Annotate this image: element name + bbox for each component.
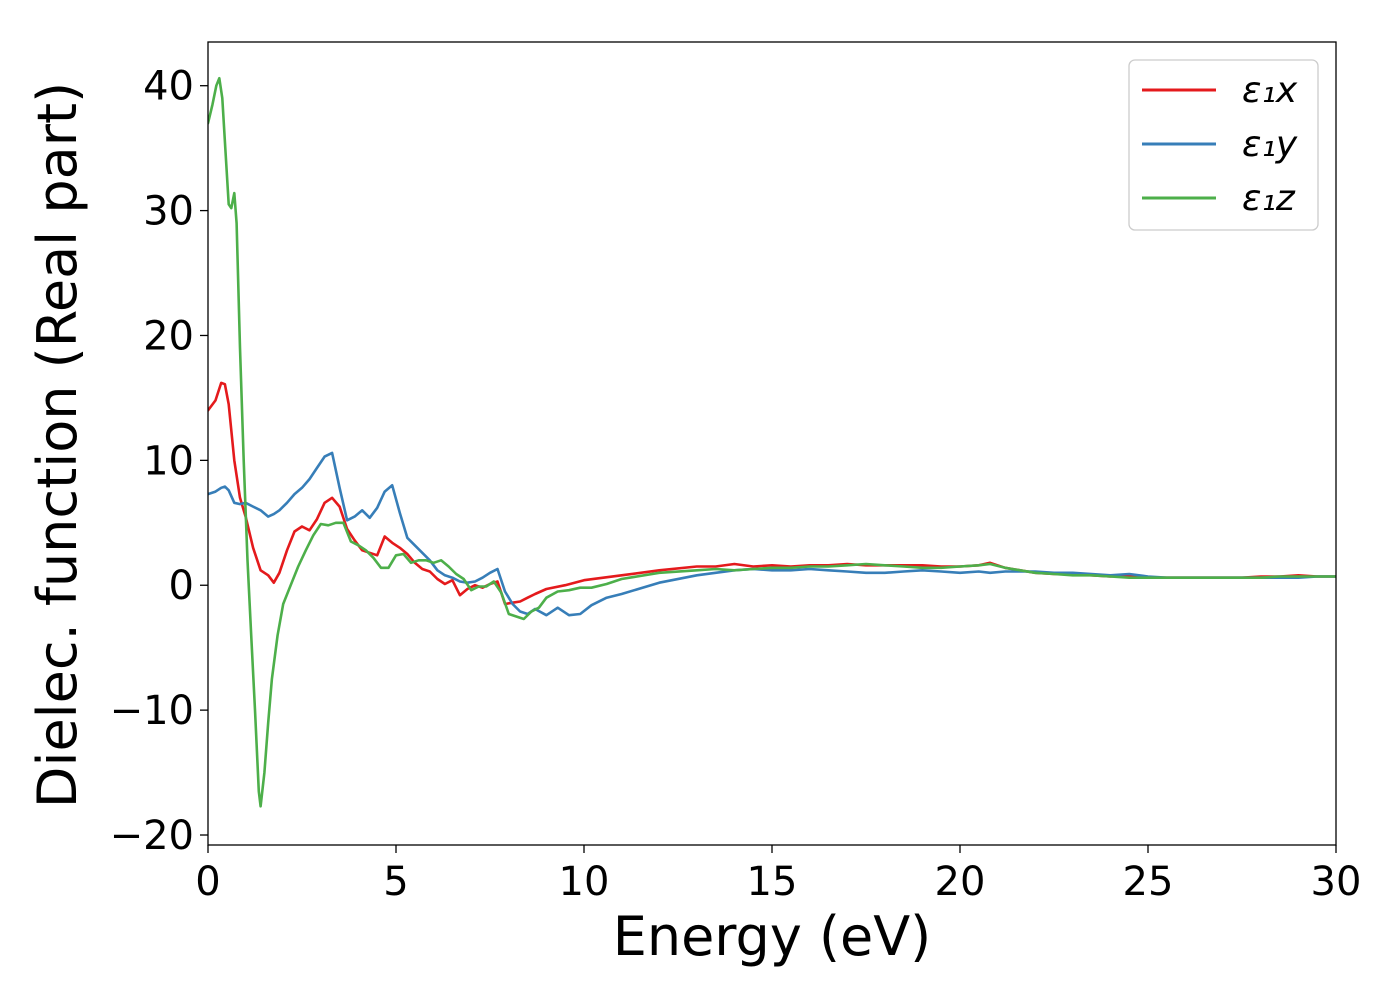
y-tick-label: 20 xyxy=(143,313,194,359)
x-axis-title: Energy (eV) xyxy=(613,905,932,968)
legend-label-1: ε₁x xyxy=(1242,70,1298,111)
y-axis: −20 −10 0 10 20 30 40 xyxy=(110,64,208,859)
series-layer xyxy=(208,76,1336,808)
legend: ε₁x ε₁y ε₁z xyxy=(1128,59,1319,231)
y-tick-label: 30 xyxy=(143,189,194,235)
legend-label-2: ε₁y xyxy=(1242,124,1298,165)
legend-box xyxy=(1128,59,1319,231)
y-tick-label: 0 xyxy=(169,563,194,609)
x-axis: 0 5 10 15 20 25 30 xyxy=(195,845,1361,905)
x-tick-label: 5 xyxy=(383,859,408,905)
x-tick-label: 25 xyxy=(1123,859,1174,905)
legend-label-3: ε₁z xyxy=(1242,178,1296,219)
x-tick-label: 30 xyxy=(1311,859,1362,905)
y-axis-title: Dielec. function (Real part) xyxy=(26,82,89,808)
y-tick-label: 10 xyxy=(143,438,194,484)
x-tick-label: 20 xyxy=(935,859,986,905)
series-line-3 xyxy=(208,76,1336,808)
y-tick-label: 40 xyxy=(143,64,194,110)
y-tick-label: −20 xyxy=(110,813,194,859)
x-tick-label: 15 xyxy=(747,859,798,905)
y-tick-label: −10 xyxy=(110,688,194,734)
x-tick-label: 0 xyxy=(195,859,220,905)
x-tick-label: 10 xyxy=(559,859,610,905)
